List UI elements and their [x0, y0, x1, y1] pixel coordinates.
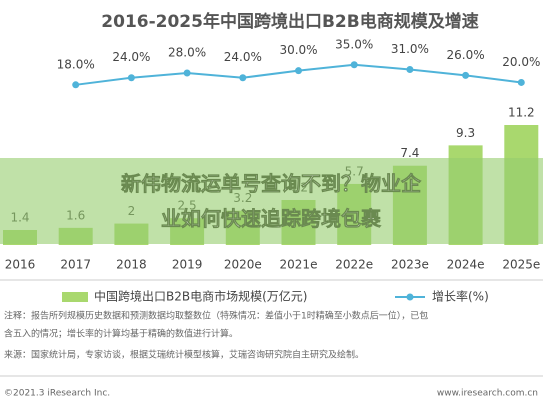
growth-point	[462, 71, 470, 79]
x-tick-label: 2025e	[502, 258, 540, 272]
overlay-band	[0, 158, 543, 244]
growth-point	[406, 65, 414, 73]
legend-label: 中国跨境出口B2B电商市场规模(万亿元)	[94, 289, 307, 304]
note: 含五入的情况；增长率的计算均基于精确的数值进行计算。	[4, 328, 238, 340]
bar-value-label: 7.4	[400, 146, 419, 160]
growth-label: 18.0%	[57, 57, 95, 71]
x-tick-label: 2021e	[280, 258, 318, 272]
growth-point	[127, 74, 135, 82]
growth-point	[183, 69, 191, 77]
x-tick-label: 2018	[116, 258, 147, 272]
x-tick-label: 2019	[172, 258, 203, 272]
growth-label: 31.0%	[391, 42, 429, 56]
legend-swatch	[62, 292, 88, 302]
overlay-text: 业如何快速追踪跨境包裹	[161, 207, 382, 231]
x-tick-label: 2017	[60, 258, 91, 272]
growth-point	[517, 78, 525, 86]
footer-right: www.iresearch.com.cn	[437, 389, 538, 399]
note: 注释：报告所列规模历史数据和预测数据均取整数位（特殊情况：差值小于1时精确至小数…	[4, 310, 428, 322]
growth-label: 20.0%	[502, 55, 540, 69]
x-tick-label: 2023e	[391, 258, 429, 272]
growth-label: 35.0%	[335, 37, 373, 51]
growth-point	[295, 67, 302, 75]
bar-value-label: 9.3	[456, 126, 475, 140]
x-tick-label: 2016	[5, 258, 36, 272]
x-tick-label: 2022e	[335, 258, 373, 272]
growth-label: 24.0%	[112, 50, 150, 64]
growth-point	[350, 61, 358, 69]
chart-title: 2016-2025年中国跨境出口B2B电商规模及增速	[101, 11, 478, 32]
footer-left: ©2021.3 iResearch Inc.	[4, 389, 110, 399]
legend-label: 增长率(%)	[432, 289, 489, 304]
x-tick-label: 2024e	[447, 258, 485, 272]
growth-label: 24.0%	[224, 50, 262, 64]
growth-point	[72, 81, 80, 89]
growth-label: 26.0%	[447, 48, 485, 62]
growth-label: 28.0%	[168, 46, 206, 60]
overlay-text: 新伟物流运单号查询不到？物业企	[121, 172, 422, 196]
source: 来源：国家统计局，专家访谈，根据艾瑞统计模型核算，艾瑞咨询研究院自主研究及绘制。	[4, 349, 364, 361]
bar-value-label: 11.2	[508, 106, 535, 120]
overlay: 新伟物流运单号查询不到？物业企 业如何快速追踪跨境包裹	[0, 158, 543, 244]
legend-swatch	[406, 293, 414, 301]
growth-point	[239, 74, 247, 82]
x-tick-label: 2020e	[224, 258, 262, 272]
growth-label: 30.0%	[279, 43, 317, 57]
